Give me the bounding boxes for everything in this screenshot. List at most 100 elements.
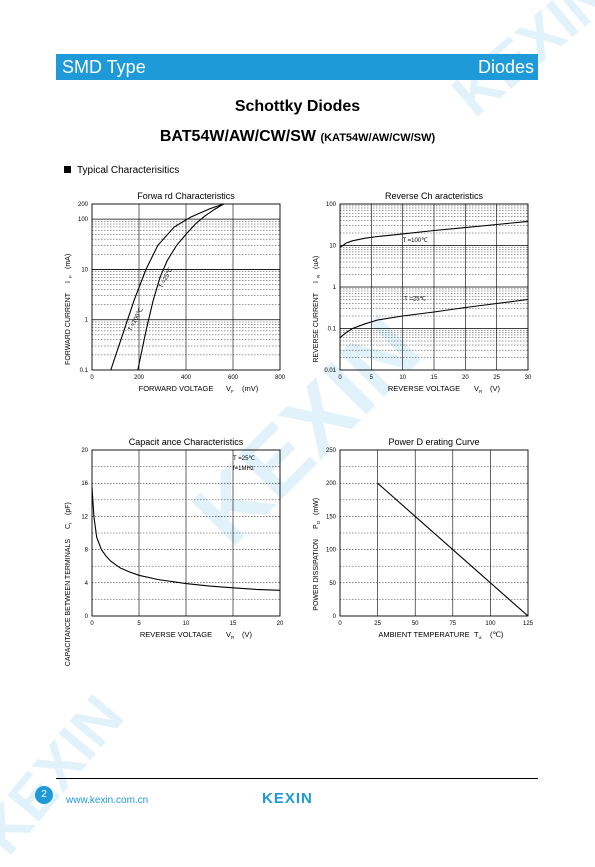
y-tick-label: 10 xyxy=(81,267,88,273)
x-tick-label: 400 xyxy=(181,375,192,381)
y-tick-label: 100 xyxy=(326,202,337,208)
x-axis-label: REVERSE VOLTAGE xyxy=(140,630,212,639)
y-tick-label: 0 xyxy=(85,614,89,620)
y-axis-label-group: FORWARD CURRENT I F (mA) xyxy=(65,254,73,365)
header-banner: SMD Type Diodes xyxy=(56,54,538,80)
y-tick-label: 12 xyxy=(81,514,88,520)
y-tick-label: 0.1 xyxy=(328,327,337,333)
x-axis-subscript: F xyxy=(231,389,234,394)
x-axis-unit: (℃) xyxy=(490,630,504,639)
series-line-1 xyxy=(339,298,529,339)
y-tick-label: 1 xyxy=(85,318,89,324)
x-tick-label: 10 xyxy=(399,375,406,381)
watermark-bottom: KEXIN xyxy=(0,682,137,867)
y-axis-symbol: I xyxy=(313,281,320,283)
page-title: Schottky Diodes xyxy=(234,98,361,115)
y-axis-label-group: REVERSE CURRENT I R (uA) xyxy=(313,256,321,363)
y-axis-label: POWER DISSIPATION xyxy=(313,539,320,611)
y-tick-label: 250 xyxy=(326,448,337,454)
x-tick-label: 0 xyxy=(338,621,342,627)
y-tick-label: 10 xyxy=(329,244,336,250)
x-tick-label: 15 xyxy=(230,621,237,627)
power-derating-chart: Power D erating Curve 0 25 50 75 100 125 0 50 100… xyxy=(313,437,534,640)
y-axis-label-group: CAPACITANCE BETWEEN TERMINALS Ct (pF) xyxy=(65,502,73,666)
y-axis-unit: (mA) xyxy=(65,254,72,269)
kexin-logo: KEXIN xyxy=(262,790,313,807)
y-tick-label: 100 xyxy=(78,217,89,223)
y-axis-subscript: R xyxy=(316,274,321,278)
x-axis-symbol: V xyxy=(226,384,231,393)
plot-frame xyxy=(91,203,281,371)
annotation: T =25℃ xyxy=(233,456,255,462)
series-line-1 xyxy=(137,203,224,371)
x-tick-label: 0 xyxy=(90,375,94,381)
y-axis-unit: (mW) xyxy=(313,498,320,515)
series-line-0 xyxy=(91,487,281,591)
y-tick-label: 0 xyxy=(333,614,337,620)
y-axis-label-group: POWER DISSIPATION PD (mW) xyxy=(313,498,321,611)
x-tick-label: 20 xyxy=(277,621,284,627)
website-link[interactable]: www.kexin.com.cn xyxy=(66,795,149,806)
x-tick-label: 0 xyxy=(90,621,94,627)
chart-title: Capacit ance Characteristics xyxy=(129,437,244,447)
y-tick-label: 200 xyxy=(78,202,89,208)
x-tick-label: 25 xyxy=(493,375,500,381)
x-tick-label: 5 xyxy=(370,375,374,381)
series-line-0 xyxy=(110,203,224,371)
series-line-0 xyxy=(339,220,529,248)
y-axis-unit: (uA) xyxy=(313,256,320,269)
y-axis-symbol: P xyxy=(313,524,320,529)
x-axis-subscript: R xyxy=(479,389,483,394)
x-tick-label: 75 xyxy=(449,621,456,627)
x-tick-label: 10 xyxy=(183,621,190,627)
y-axis-label: CAPACITANCE BETWEEN TERMINALS xyxy=(65,539,72,667)
y-tick-label: 150 xyxy=(326,514,337,520)
x-tick-label: 125 xyxy=(523,621,534,627)
y-tick-label: 0.1 xyxy=(80,368,89,374)
y-tick-label: 50 xyxy=(329,581,336,587)
section-heading: Typical Characterisitics xyxy=(64,165,179,176)
x-tick-label: 5 xyxy=(137,621,141,627)
plot-frame xyxy=(339,203,529,371)
plot-frame xyxy=(91,449,281,617)
x-tick-label: 0 xyxy=(338,375,342,381)
x-axis-symbol: V xyxy=(474,384,479,393)
y-axis-subscript: F xyxy=(68,275,73,278)
plot-frame xyxy=(339,449,529,617)
y-tick-label: 100 xyxy=(326,548,337,554)
x-axis-symbol: T xyxy=(474,630,479,639)
chart-title: Power D erating Curve xyxy=(388,437,479,447)
reverse-characteristics-chart: Reverse Ch aracteristics 0 5 10 15 20 25 30 0.01… xyxy=(313,191,532,394)
chart-title: Reverse Ch aracteristics xyxy=(385,191,484,201)
y-tick-label: 1 xyxy=(333,285,337,291)
part-number-heading: BAT54W/AW/CW/SW (KAT54W/AW/CW/SW) xyxy=(0,128,595,146)
x-tick-label: 800 xyxy=(275,375,286,381)
x-axis-unit: (V) xyxy=(242,630,253,639)
section-label: Typical Characterisitics xyxy=(77,165,180,176)
series-label: T =25℃ xyxy=(404,296,426,302)
x-axis-symbol: V xyxy=(226,630,231,639)
x-axis-unit: (mV) xyxy=(242,384,259,393)
x-tick-label: 200 xyxy=(134,375,145,381)
x-axis-subscript: R xyxy=(231,635,235,640)
square-bullet-icon xyxy=(64,166,71,173)
header-type: SMD Type xyxy=(62,57,146,77)
capacitance-characteristics-chart: Capacit ance Characteristics 0 5 10 15 20 0 4 8 1… xyxy=(65,437,284,666)
alt-part-numbers: (KAT54W/AW/CW/SW) xyxy=(320,132,436,144)
y-tick-label: 200 xyxy=(326,481,337,487)
x-tick-label: 20 xyxy=(462,375,469,381)
chart-title: Forwa rd Characteristics xyxy=(137,191,235,201)
y-tick-label: 16 xyxy=(81,481,88,487)
annotation: f=1MHz xyxy=(233,466,254,472)
y-axis-symbol: C xyxy=(65,524,72,529)
x-axis-label: REVERSE VOLTAGE xyxy=(388,384,460,393)
x-axis-unit: (V) xyxy=(490,384,501,393)
y-axis-symbol: I xyxy=(65,281,72,283)
y-axis-label: REVERSE CURRENT xyxy=(313,292,320,362)
x-tick-label: 600 xyxy=(228,375,239,381)
x-tick-label: 25 xyxy=(374,621,381,627)
series-label: T =25℃ xyxy=(158,267,174,290)
y-axis-label: FORWARD CURRENT xyxy=(65,292,72,365)
x-axis-label: AMBIENT TEMPERATURE xyxy=(378,630,469,639)
x-tick-label: 50 xyxy=(412,621,419,627)
